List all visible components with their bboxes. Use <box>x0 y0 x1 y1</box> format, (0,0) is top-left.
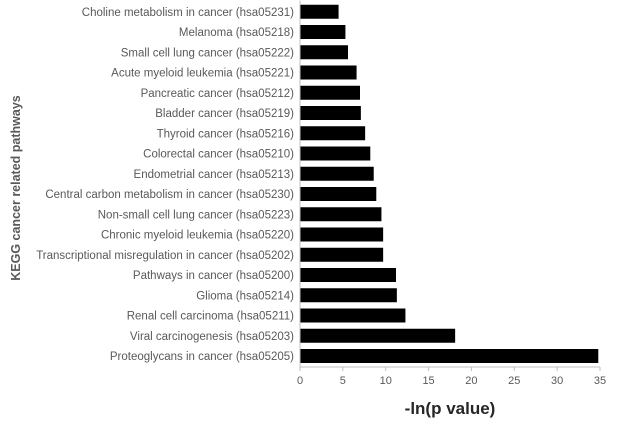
bar-7 <box>300 207 382 222</box>
category-label-5: Transcriptional misregulation in cancer … <box>36 250 294 262</box>
bar-6 <box>300 227 384 242</box>
category-label-8: Central carbon metabolism in cancer (hsa… <box>45 189 294 201</box>
bar-15 <box>300 45 348 60</box>
category-label-7: Non-small cell lung cancer (hsa05223) <box>98 209 294 221</box>
x-axis-ticks: 0 5 10 15 20 25 30 35 <box>297 367 606 387</box>
x-tick-label-7: 35 <box>594 375 606 387</box>
bar-16 <box>300 25 346 39</box>
category-label-6: Chronic myeloid leukemia (hsa05220) <box>101 230 294 242</box>
x-axis-title: -ln(p value) <box>405 399 496 418</box>
bars-group <box>300 4 599 363</box>
bar-9 <box>300 166 374 181</box>
y-axis-title: KEGG cancer related pathways <box>9 95 23 281</box>
bar-0 <box>300 349 599 363</box>
bar-14 <box>300 65 357 80</box>
category-label-16: Melanoma (hsa05218) <box>179 27 294 39</box>
category-label-12: Bladder cancer (hsa05219) <box>155 108 294 120</box>
category-label-0: Proteoglycans in cancer (hsa05205) <box>110 351 294 363</box>
x-tick-label-0: 0 <box>297 375 303 387</box>
category-label-11: Thyroid cancer (hsa05216) <box>157 128 295 140</box>
category-labels: Proteoglycans in cancer (hsa05205) Viral … <box>36 7 294 363</box>
x-tick-label-6: 30 <box>551 375 563 387</box>
x-tick-label-1: 5 <box>340 375 346 387</box>
bar-8 <box>300 187 377 201</box>
bar-10 <box>300 146 371 161</box>
category-label-10: Colorectal cancer (hsa05210) <box>143 149 294 161</box>
category-label-4: Pathways in cancer (hsa05200) <box>133 270 294 282</box>
bar-12 <box>300 106 361 120</box>
x-tick-label-4: 20 <box>465 375 477 387</box>
bar-13 <box>300 85 360 100</box>
category-label-17: Choline metabolism in cancer (hsa05231) <box>82 7 294 19</box>
category-label-1: Viral carcinogenesis (hsa05203) <box>130 331 294 343</box>
x-tick-label-2: 10 <box>380 375 392 387</box>
category-label-15: Small cell lung cancer (hsa05222) <box>121 47 294 59</box>
bar-3 <box>300 288 397 303</box>
bar-4 <box>300 268 396 282</box>
bar-5 <box>300 247 384 262</box>
category-label-13: Pancreatic cancer (hsa05212) <box>141 88 295 100</box>
bar-11 <box>300 126 366 141</box>
bar-1 <box>300 328 456 343</box>
bar-17 <box>300 4 339 19</box>
category-label-2: Renal cell carcinoma (hsa05211) <box>127 311 294 323</box>
category-label-9: Endometrial cancer (hsa05213) <box>134 169 295 181</box>
category-label-14: Acute myeloid leukemia (hsa05221) <box>111 68 294 80</box>
category-label-3: Glioma (hsa05214) <box>196 290 294 302</box>
x-tick-label-5: 25 <box>508 375 520 387</box>
x-tick-label-3: 15 <box>422 375 434 387</box>
bar-2 <box>300 308 406 323</box>
